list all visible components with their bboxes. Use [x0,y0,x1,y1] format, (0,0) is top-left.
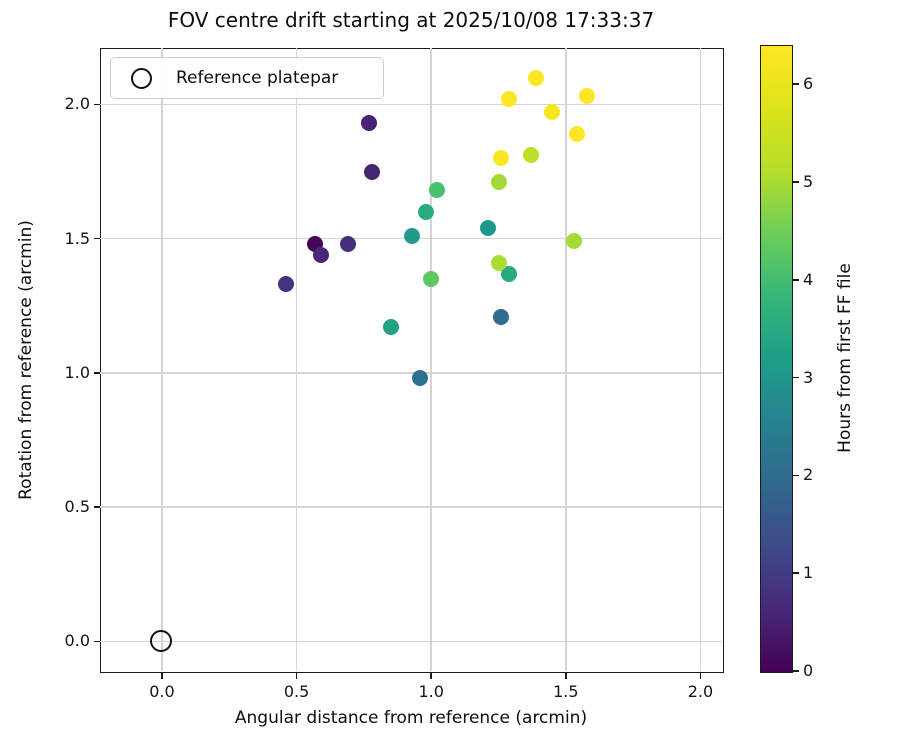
data-point [544,104,561,121]
colorbar-label: Hours from first FF file [835,263,855,453]
data-point [361,115,378,132]
colorbar [760,45,793,673]
y-tick-mark [94,103,100,106]
data-point [404,227,421,244]
colorbar-tick-label: 0 [803,661,814,680]
data-point [501,91,518,108]
data-point [277,276,294,293]
colorbar-tick-label: 4 [803,269,814,289]
colorbar-tick-mark [793,474,800,477]
x-tick-mark [699,672,702,679]
x-tick-label: 1.0 [418,682,444,701]
data-point [339,236,356,253]
x-tick-label: 0.0 [149,682,175,701]
data-point [565,233,582,250]
data-point [428,182,445,199]
legend-box: Reference platepar [110,57,384,99]
data-point [501,265,518,282]
data-point [490,174,507,191]
colorbar-tick-label: 1 [803,563,814,583]
y-tick-label: 2.0 [64,94,90,114]
data-point [479,219,496,236]
data-point [522,147,539,164]
data-point [493,308,510,325]
data-point [528,69,545,86]
gridline-vertical [699,48,702,671]
x-axis-label: Angular distance from reference (arcmin) [234,708,588,728]
y-tick-label: 1.5 [64,228,90,248]
colorbar-tick-label: 2 [803,465,814,485]
gridline-vertical [161,48,163,671]
colorbar-tick-label: 5 [803,171,814,191]
gridline-vertical [430,48,432,671]
y-tick-mark [94,506,100,508]
gridline-horizontal [100,372,722,374]
chart-title: FOV centre drift starting at 2025/10/08 … [167,8,655,32]
x-tick-label: 0.5 [283,682,310,701]
y-tick-label: 0.0 [64,631,90,651]
data-point [412,370,429,387]
colorbar-tick-mark [793,376,800,379]
data-point [312,246,329,263]
gridline-vertical [295,48,298,671]
colorbar-tick-label: 6 [803,74,814,94]
y-axis-label: Rotation from reference (arcmin) [16,220,36,500]
colorbar-tick-mark [793,181,800,183]
colorbar-tick-mark [793,572,800,574]
data-point [417,203,434,220]
x-tick-mark [430,672,432,679]
colorbar-tick-mark [793,278,800,281]
y-tick-mark [94,237,100,240]
gridline-vertical [565,48,567,671]
plot-area [100,48,724,673]
gridline-horizontal [100,640,722,643]
colorbar-tick-mark [793,670,800,672]
reference-platepar-marker-icon [131,67,152,89]
y-tick-mark [94,372,100,374]
x-tick-label: 1.5 [553,682,579,701]
gridline-horizontal [100,103,722,106]
colorbar-tick-label: 3 [803,367,814,387]
data-point [490,254,507,271]
data-point [568,125,585,142]
data-point [493,150,510,167]
legend-label: Reference platepar [176,68,339,88]
x-tick-mark [161,672,163,679]
y-tick-mark [94,640,100,643]
data-point [382,319,399,336]
y-tick-label: 1.0 [64,362,90,382]
x-tick-label: 2.0 [687,682,714,701]
y-tick-label: 0.5 [64,497,90,517]
gridline-horizontal [100,506,722,508]
x-tick-mark [565,672,567,679]
data-point [579,88,596,105]
data-point [363,163,380,180]
reference-platepar-marker [150,629,173,652]
x-tick-mark [295,672,298,679]
colorbar-tick-mark [793,83,800,85]
data-point [423,270,440,287]
